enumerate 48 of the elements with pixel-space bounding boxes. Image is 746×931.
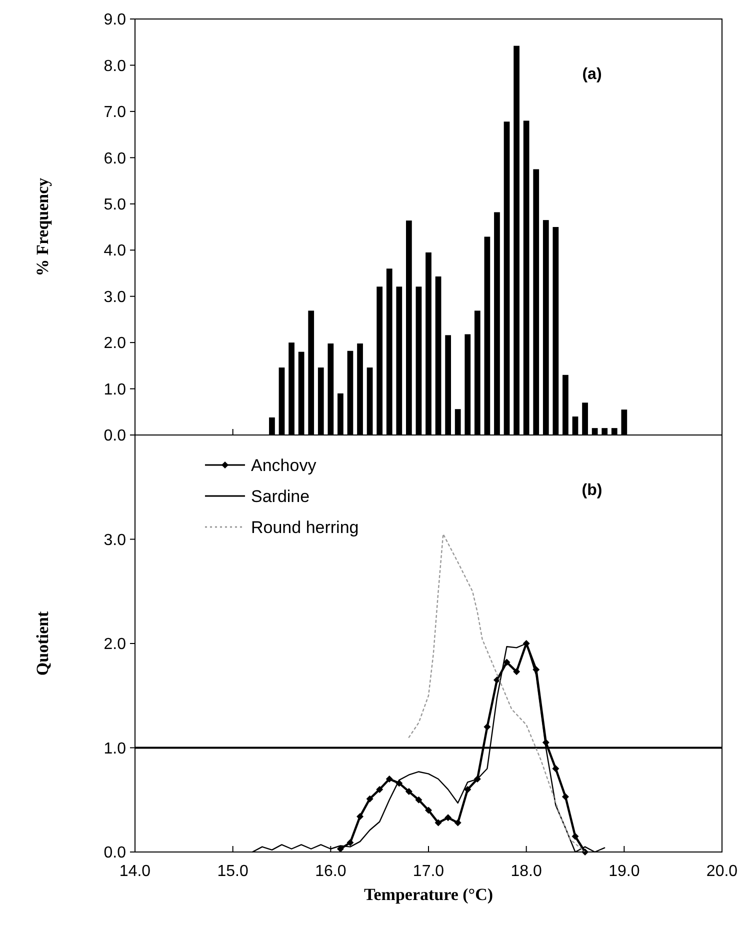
y-tick-label: 3.0 bbox=[104, 532, 126, 549]
x-tick-label: 20.0 bbox=[706, 863, 738, 880]
point bbox=[346, 839, 354, 846]
point bbox=[493, 676, 500, 684]
y-tick-label: 0.0 bbox=[104, 428, 126, 445]
legend-label: Anchovy bbox=[251, 456, 317, 475]
point bbox=[356, 813, 364, 820]
y-tick-label: 8.0 bbox=[104, 58, 126, 75]
point bbox=[444, 814, 452, 822]
y-tick-label: 3.0 bbox=[104, 288, 126, 306]
point bbox=[386, 776, 393, 783]
annotation: (b) bbox=[582, 482, 602, 499]
x-tick-label: 19.0 bbox=[608, 863, 640, 880]
legend-label: Round herring bbox=[251, 518, 359, 537]
x-axis-title: Temperature (°C) bbox=[364, 885, 494, 904]
point bbox=[434, 819, 442, 826]
point bbox=[562, 793, 569, 800]
x-tick-label: 18.0 bbox=[510, 863, 542, 880]
y-tick-label: 2.0 bbox=[104, 636, 126, 654]
x-tick-label: 16.0 bbox=[315, 863, 346, 880]
y-tick-label: 5.0 bbox=[104, 196, 126, 214]
x-tick-label: 17.0 bbox=[412, 863, 444, 880]
point bbox=[415, 796, 422, 804]
point bbox=[572, 832, 579, 840]
point bbox=[454, 819, 462, 826]
y-tick-label: 6.0 bbox=[104, 150, 126, 168]
legend-label: Sardine bbox=[251, 486, 310, 506]
point bbox=[552, 765, 560, 772]
y-axis-title: Quotient bbox=[33, 611, 52, 676]
point bbox=[425, 806, 432, 814]
y-axis-title: % Frequency bbox=[33, 177, 52, 276]
y-tick-label: 9.0 bbox=[104, 12, 126, 29]
point bbox=[405, 788, 412, 796]
y-tick-label: 7.0 bbox=[104, 104, 126, 122]
y-tick-label: 1.0 bbox=[104, 381, 126, 398]
point bbox=[484, 723, 491, 730]
y-tick-label: 4.0 bbox=[104, 242, 126, 260]
point bbox=[503, 658, 510, 666]
y-tick-label: 2.0 bbox=[104, 335, 126, 352]
point bbox=[513, 668, 520, 676]
point bbox=[464, 786, 472, 793]
annotation: (a) bbox=[582, 66, 602, 83]
x-tick-label: 15.0 bbox=[217, 863, 249, 880]
y-tick-label: 0.0 bbox=[104, 844, 126, 862]
x-tick-label: 14.0 bbox=[119, 863, 151, 880]
point bbox=[366, 795, 374, 802]
point bbox=[376, 786, 384, 793]
y-tick-label: 1.0 bbox=[104, 740, 126, 758]
